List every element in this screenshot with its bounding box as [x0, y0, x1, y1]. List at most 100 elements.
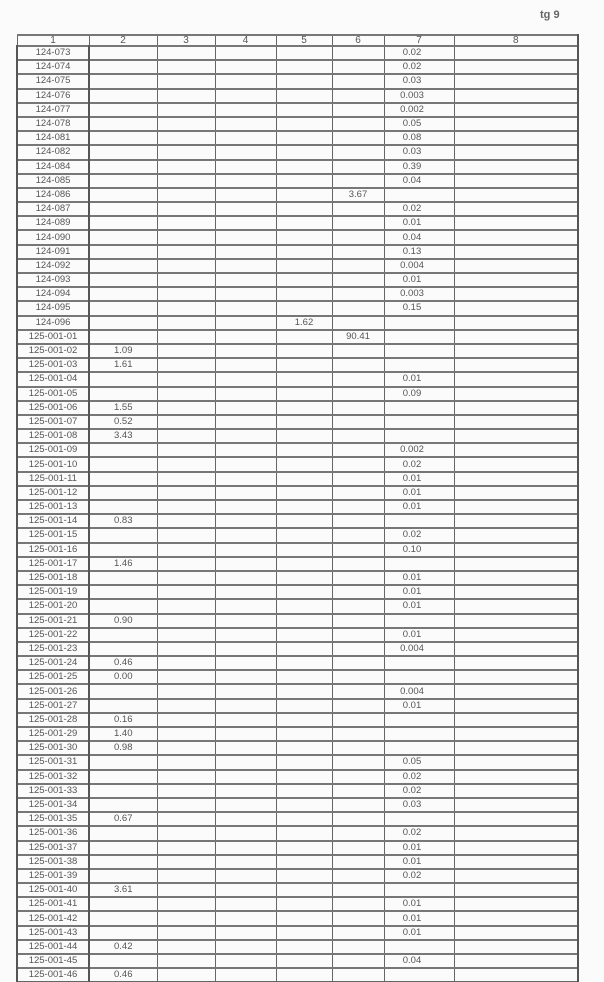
- col7-cell: 0.02: [383, 44, 455, 61]
- col7-cell: 0.01: [383, 484, 455, 501]
- col8-cell: [453, 428, 579, 444]
- col2-cell: [88, 584, 158, 600]
- table-row: 125-001-44 0.42: [16, 938, 579, 955]
- col2-cell: 0.46: [88, 967, 158, 982]
- col7-cell: 0.03: [383, 73, 455, 90]
- col3-cell: [156, 286, 216, 302]
- col3-cell: [156, 711, 216, 728]
- col2-cell: [88, 470, 158, 487]
- col5-cell: [275, 158, 333, 175]
- col7-cell: [383, 811, 455, 827]
- col8-cell: [453, 754, 579, 771]
- col3-cell: [156, 201, 216, 217]
- sample-id-cell: 124-078: [16, 115, 90, 132]
- col4-cell: [214, 101, 277, 118]
- sample-id-cell: 125-001-31: [16, 754, 90, 771]
- col4-cell: [214, 910, 277, 927]
- col8-cell: [453, 882, 579, 898]
- col3-cell: [156, 385, 216, 402]
- col7-cell: [383, 655, 455, 671]
- sample-id-cell: 124-075: [16, 73, 90, 90]
- header-row: 1 2 3 4 5 6 7 8: [16, 34, 579, 47]
- col5-cell: [275, 428, 333, 444]
- col8-cell: [453, 286, 579, 302]
- col5-cell: [275, 59, 333, 75]
- col5-cell: [275, 286, 333, 302]
- table-row: 125-001-46 0.46: [16, 967, 579, 982]
- col3-cell: [156, 555, 216, 572]
- col3-cell: [156, 172, 216, 189]
- col8-cell: [453, 669, 579, 685]
- col8-cell: [453, 300, 579, 317]
- table-row: 125-001-18 0.01: [16, 569, 579, 586]
- col8-cell: [453, 910, 579, 927]
- col8-cell: [453, 711, 579, 728]
- table-row: 124-092 0.004: [16, 257, 579, 274]
- col8-cell: [453, 839, 579, 856]
- col4-cell: [214, 754, 277, 771]
- sample-id-cell: 124-081: [16, 130, 90, 146]
- col7-cell: 0.04: [383, 172, 455, 189]
- col3-cell: [156, 257, 216, 274]
- col6-cell: [331, 286, 385, 302]
- col4-cell: [214, 555, 277, 572]
- sample-id-cell: 124-091: [16, 243, 90, 260]
- col6-cell: [331, 144, 385, 161]
- col2-cell: 1.40: [88, 725, 158, 742]
- col5-cell: [275, 541, 333, 558]
- col5-cell: [275, 811, 333, 827]
- col2-cell: [88, 385, 158, 402]
- col8-cell: [453, 130, 579, 146]
- col6-cell: [331, 456, 385, 473]
- col6-cell: [331, 555, 385, 572]
- col5-cell: [275, 782, 333, 799]
- col6-cell: [331, 952, 385, 969]
- col2-cell: 0.90: [88, 612, 158, 629]
- table-row: 124-090 0.04: [16, 229, 579, 246]
- col8-cell: [453, 314, 579, 331]
- col6-cell: [331, 825, 385, 842]
- col8-cell: [453, 584, 579, 600]
- col5-cell: [275, 612, 333, 629]
- col8-cell: [453, 442, 579, 458]
- col7-cell: 0.04: [383, 952, 455, 969]
- col8-cell: [453, 186, 579, 203]
- sample-id-cell: 124-092: [16, 257, 90, 274]
- sample-id-cell: 125-001-21: [16, 612, 90, 629]
- sample-id-cell: 125-001-11: [16, 470, 90, 487]
- col6-cell: [331, 115, 385, 132]
- table-row: 124-087 0.02: [16, 201, 579, 217]
- col2-cell: 0.46: [88, 655, 158, 671]
- col4-cell: [214, 484, 277, 501]
- col8-cell: [453, 484, 579, 501]
- col2-cell: [88, 158, 158, 175]
- col5-cell: [275, 342, 333, 359]
- table-row: 124-081 0.08: [16, 130, 579, 146]
- col7-cell: 0.09: [383, 385, 455, 402]
- table-row: 124-075 0.03: [16, 73, 579, 90]
- col6-cell: [331, 811, 385, 827]
- col4-cell: [214, 428, 277, 444]
- col7-cell: 0.02: [383, 59, 455, 75]
- sample-id-cell: 124-094: [16, 286, 90, 302]
- col8-cell: [453, 257, 579, 274]
- col8-cell: [453, 527, 579, 544]
- col3-cell: [156, 101, 216, 118]
- col8-cell: [453, 44, 579, 61]
- sample-id-cell: 125-001-04: [16, 371, 90, 388]
- col8-cell: [453, 555, 579, 572]
- col5-cell: [275, 655, 333, 671]
- col4-cell: [214, 172, 277, 189]
- table-row: 125-001-13 0.01: [16, 498, 579, 515]
- col7-cell: [383, 413, 455, 430]
- table-row: 125-001-21 0.90: [16, 612, 579, 629]
- table-row: 125-001-24 0.46: [16, 655, 579, 671]
- col8-cell: [453, 952, 579, 969]
- col8-cell: [453, 470, 579, 487]
- col2-cell: [88, 782, 158, 799]
- col6-cell: [331, 428, 385, 444]
- col3-cell: [156, 825, 216, 842]
- col2-cell: 0.00: [88, 669, 158, 685]
- col3-cell: [156, 44, 216, 61]
- col3-cell: [156, 924, 216, 941]
